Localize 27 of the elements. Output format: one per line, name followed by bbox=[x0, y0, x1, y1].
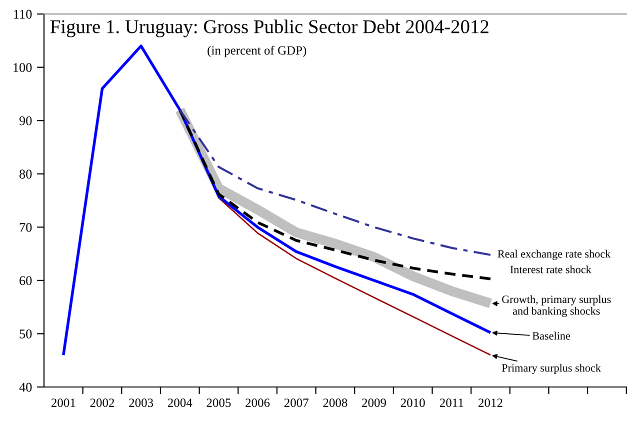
y-tick-label: 50 bbox=[20, 330, 32, 338]
x-tick-label: 2002 bbox=[90, 398, 114, 407]
x-tick-label: 2001 bbox=[51, 398, 76, 407]
x-tick-label: 2005 bbox=[206, 398, 231, 407]
x-tick-label: 2007 bbox=[284, 398, 308, 407]
series-label: Interest rate shock bbox=[510, 265, 592, 274]
legend-label: Baseline bbox=[532, 332, 570, 340]
x-tick-label: 2010 bbox=[400, 398, 425, 407]
x-tick-label: 2011 bbox=[440, 398, 464, 407]
chart-title: Figure 1. Uruguay: Gross Public Sector Debt 2004-2012 bbox=[50, 20, 488, 38]
y-tick-label: 70 bbox=[20, 222, 32, 232]
series-label: Primary surplus shock bbox=[502, 364, 601, 374]
x-tick-label: 2008 bbox=[323, 398, 348, 407]
y-tick-label: 40 bbox=[19, 382, 32, 392]
text: (in percent of GDP) bbox=[208, 46, 306, 58]
x-tick-label: 2006 bbox=[246, 398, 270, 407]
legend-label: Growth, primary surplus and banking shocks bbox=[502, 295, 611, 317]
y-tick-label: 80 bbox=[20, 170, 32, 179]
series-label: Real exchange rate shock bbox=[498, 250, 611, 260]
x-tick-label: 2012 bbox=[478, 398, 502, 407]
y-tick-label: 110 bbox=[14, 10, 32, 19]
y-tick-label: 90 bbox=[19, 116, 32, 126]
x-tick-label: 2009 bbox=[362, 398, 386, 407]
x-tick-label: 2004 bbox=[168, 398, 192, 407]
y-tick-label: 100 bbox=[14, 63, 32, 72]
y-tick-label: 60 bbox=[20, 276, 32, 286]
x-tick-label: 2003 bbox=[129, 398, 154, 407]
